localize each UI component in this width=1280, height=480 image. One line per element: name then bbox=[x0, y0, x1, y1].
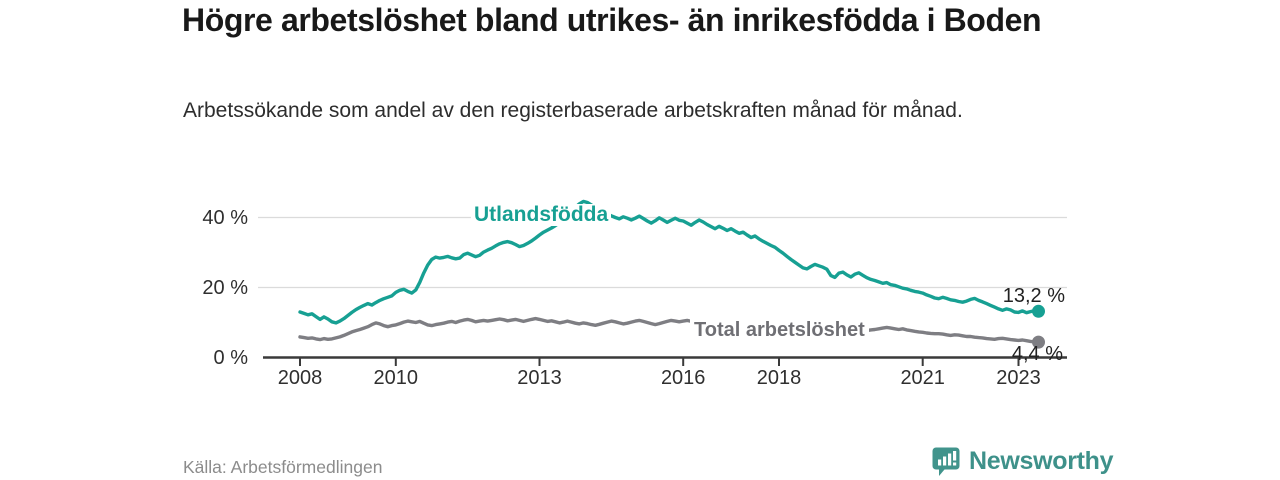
series-label-utlandsfodda: Utlandsfödda bbox=[471, 204, 612, 226]
series-label-total-arbetsloshet: Total arbetslöshet bbox=[690, 317, 869, 343]
newsworthy-logo: Newsworthy bbox=[931, 445, 1114, 477]
y-tick-label: 20 % bbox=[202, 276, 248, 299]
x-tick-label: 2018 bbox=[756, 367, 802, 389]
series-line-utlandsfodda bbox=[298, 199, 1041, 325]
x-tick-label: 2013 bbox=[517, 367, 562, 389]
end-value-total-arbetsloshet: 4,4 % bbox=[1011, 343, 1063, 365]
series-line-total-arbetsloshet bbox=[298, 316, 1041, 344]
newsworthy-wordmark: Newsworthy bbox=[969, 446, 1114, 475]
bar-chart-speech-bubble-icon bbox=[932, 447, 960, 476]
series-end-dot-total-arbetsloshet bbox=[1032, 335, 1045, 349]
x-tick-label: 2016 bbox=[660, 367, 706, 389]
series-end-dot-utlandsfodda bbox=[1032, 304, 1045, 318]
y-tick-label: 0 % bbox=[213, 346, 248, 369]
x-tick-label: 2010 bbox=[373, 367, 419, 389]
x-tick-label: 2021 bbox=[900, 367, 945, 389]
chart-title: Högre arbetslöshet bland utrikes- än inr… bbox=[182, 2, 1042, 38]
y-tick-label: 40 % bbox=[202, 206, 248, 229]
x-tick-label: 2023 bbox=[996, 367, 1041, 389]
chart-subtitle: Arbetssökande som andel av den registerb… bbox=[183, 99, 963, 122]
x-tick-label: 2008 bbox=[277, 367, 323, 389]
end-value-utlandsfodda: 13,2 % bbox=[1002, 285, 1065, 307]
source-note: Källa: Arbetsförmedlingen bbox=[183, 457, 383, 477]
